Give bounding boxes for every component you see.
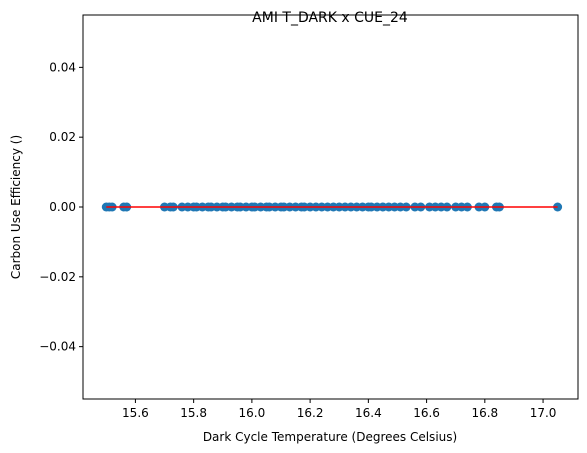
x-axis-label: Dark Cycle Temperature (Degrees Celsius)	[203, 430, 457, 444]
y-tick-label: 0.02	[49, 130, 76, 144]
y-tick-label: −0.04	[39, 340, 76, 354]
x-tick-label: 16.6	[413, 406, 440, 420]
x-tick-label: 16.4	[355, 406, 382, 420]
x-tick-label: 16.0	[239, 406, 266, 420]
y-tick-label: 0.04	[49, 60, 76, 74]
plot-area	[102, 203, 562, 212]
chart-title: AMI T_DARK x CUE_24	[252, 10, 408, 26]
y-tick-label: −0.02	[39, 270, 76, 284]
y-axis-label: Carbon Use Efficiency ()	[9, 135, 23, 279]
y-tick-label: 0.00	[49, 200, 76, 214]
x-tick-label: 16.2	[297, 406, 324, 420]
x-tick-label: 15.6	[122, 406, 149, 420]
x-tick-label: 17.0	[530, 406, 557, 420]
x-tick-label: 15.8	[180, 406, 207, 420]
x-tick-label: 16.8	[471, 406, 498, 420]
